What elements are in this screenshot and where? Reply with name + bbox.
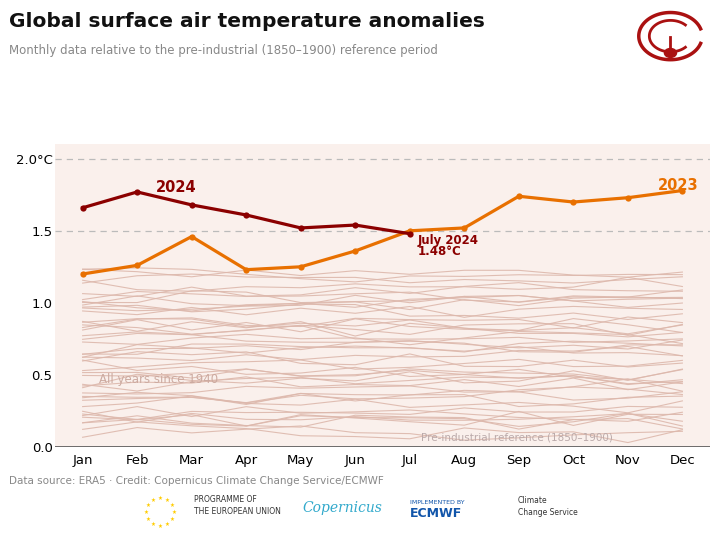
Text: ★: ★ — [165, 522, 170, 527]
Text: IMPLEMENTED BY: IMPLEMENTED BY — [410, 500, 464, 506]
Text: 1.48°C: 1.48°C — [418, 244, 462, 257]
Text: ★: ★ — [170, 503, 175, 508]
Text: ★: ★ — [157, 524, 162, 529]
Text: 2024: 2024 — [156, 180, 197, 195]
Text: Pre-industrial reference (1850–1900): Pre-industrial reference (1850–1900) — [421, 433, 613, 443]
Text: ★: ★ — [150, 498, 155, 502]
Text: ★: ★ — [145, 517, 150, 522]
Text: 2023: 2023 — [658, 178, 698, 193]
Text: Climate
Change Service: Climate Change Service — [518, 496, 577, 517]
Text: Global surface air temperature anomalies: Global surface air temperature anomalies — [9, 12, 485, 31]
Text: All years since 1940: All years since 1940 — [99, 373, 218, 386]
Text: ECMWF: ECMWF — [410, 507, 462, 520]
Text: ★: ★ — [150, 522, 155, 527]
Text: PROGRAMME OF
THE EUROPEAN UNION: PROGRAMME OF THE EUROPEAN UNION — [194, 495, 281, 516]
Text: ★: ★ — [144, 510, 149, 515]
Circle shape — [664, 49, 677, 57]
Text: ★: ★ — [145, 503, 150, 508]
Text: Copernicus: Copernicus — [302, 501, 382, 515]
Text: Data source: ERA5 · Credit: Copernicus Climate Change Service/ECMWF: Data source: ERA5 · Credit: Copernicus C… — [9, 476, 384, 486]
Text: ★: ★ — [157, 496, 162, 501]
Text: ★: ★ — [165, 498, 170, 502]
Text: ★: ★ — [171, 510, 176, 515]
Text: ★: ★ — [170, 517, 175, 522]
Text: July 2024: July 2024 — [418, 234, 479, 248]
Text: Monthly data relative to the pre-industrial (1850–1900) reference period: Monthly data relative to the pre-industr… — [9, 44, 438, 57]
